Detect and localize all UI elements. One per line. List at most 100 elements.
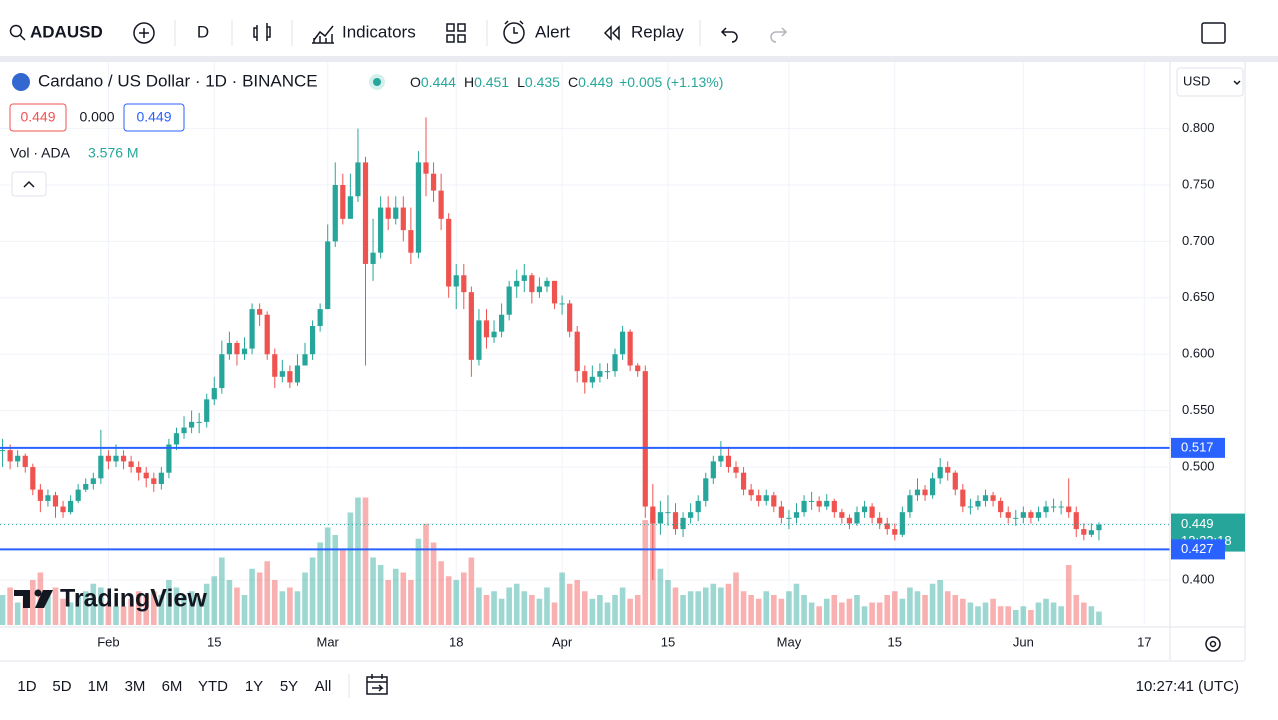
- settings-button[interactable]: [1205, 636, 1221, 652]
- candle-body: [272, 354, 278, 377]
- candle-body: [748, 489, 754, 496]
- volume-bar: [340, 550, 346, 625]
- replay-icon[interactable]: [603, 25, 620, 41]
- range-button[interactable]: 3M: [125, 678, 146, 695]
- candle-body: [1081, 529, 1087, 535]
- candle-body: [846, 517, 853, 524]
- candle-body: [733, 467, 739, 473]
- candle-body: [75, 489, 81, 501]
- candle-body: [188, 421, 195, 428]
- candle-body: [695, 500, 701, 513]
- currency-button[interactable]: [1176, 67, 1244, 97]
- volume-bar: [279, 591, 286, 625]
- candle-body: [113, 455, 119, 462]
- y-tick-label: 0.700: [1182, 233, 1215, 248]
- range-button[interactable]: 6M: [162, 678, 183, 695]
- sell-price[interactable]: 0.449: [20, 109, 55, 125]
- sell-button[interactable]: [9, 103, 67, 132]
- buy-button[interactable]: [123, 103, 185, 132]
- volume-bar: [922, 595, 928, 625]
- volume-bar: [1050, 602, 1057, 625]
- currency[interactable]: USD: [1183, 73, 1210, 88]
- volume-bar: [52, 587, 59, 625]
- candle-body: [975, 500, 981, 507]
- horizontal-line-badge: [1171, 437, 1225, 458]
- candle-body: [408, 230, 414, 253]
- candle-body: [914, 489, 921, 496]
- candle-body: [763, 495, 769, 501]
- range-button[interactable]: 5D: [52, 678, 71, 695]
- volume-bar: [536, 598, 543, 625]
- candle-body: [816, 500, 822, 507]
- candle-body: [219, 354, 225, 389]
- ohlc-value: 0.444: [421, 74, 456, 90]
- search-icon[interactable]: [9, 24, 23, 38]
- candle-body: [1058, 506, 1064, 508]
- range-button[interactable]: 5Y: [280, 678, 298, 695]
- volume-bar: [808, 602, 815, 625]
- range-button[interactable]: 1D: [17, 678, 36, 695]
- volume-bar: [975, 606, 981, 625]
- collapse-legend[interactable]: [11, 171, 47, 197]
- volume-bar: [876, 602, 883, 625]
- indicators-button[interactable]: Indicators: [342, 22, 416, 41]
- alert-button[interactable]: Alert: [535, 22, 570, 41]
- candle-body: [771, 495, 777, 507]
- volume-bar: [476, 587, 482, 625]
- candle-body: [287, 371, 293, 383]
- volume-bar: [264, 561, 271, 625]
- undo-button[interactable]: [720, 27, 738, 43]
- range-button[interactable]: All: [315, 678, 332, 695]
- candle-body: [922, 489, 928, 496]
- volume-title: Vol · ADA: [10, 145, 71, 161]
- candle-body: [680, 517, 686, 530]
- candle-body: [725, 455, 732, 468]
- replay-button[interactable]: Replay: [631, 22, 684, 41]
- alert-icon[interactable]: [503, 22, 525, 44]
- volume-bar: [347, 512, 354, 625]
- volume-bar: [22, 598, 29, 625]
- range-button[interactable]: 1M: [88, 678, 109, 695]
- volume-bar: [1012, 610, 1019, 625]
- compare-button[interactable]: [133, 22, 155, 44]
- volume-bar: [816, 606, 822, 625]
- candle-body: [1050, 506, 1057, 508]
- symbol[interactable]: ADAUSD: [30, 22, 103, 41]
- volume-bar: [90, 583, 97, 625]
- candle-body: [612, 354, 618, 372]
- volume-bar: [801, 595, 807, 625]
- candle-body: [521, 275, 527, 281]
- buy-price[interactable]: 0.449: [136, 109, 171, 125]
- ohlc-change: +0.005 (+1.13%): [619, 74, 723, 90]
- layouts-button[interactable]: [446, 23, 466, 43]
- toolbar-border: [0, 56, 1278, 62]
- volume-bar: [332, 535, 339, 625]
- volume-bar: [944, 591, 951, 625]
- interval-button[interactable]: D: [197, 22, 209, 41]
- indicators-icon[interactable]: [312, 25, 334, 44]
- candle-body: [960, 489, 966, 507]
- x-tick-label: 18: [449, 634, 463, 649]
- range-button[interactable]: YTD: [198, 678, 228, 695]
- redo-button[interactable]: [770, 27, 788, 43]
- candle-body: [332, 184, 338, 242]
- range-button[interactable]: 1Y: [245, 678, 263, 695]
- go-to-date[interactable]: [366, 674, 388, 695]
- volume-bar: [362, 497, 369, 625]
- chart-type-button[interactable]: [253, 23, 271, 41]
- clock[interactable]: 10:27:41 (UTC): [1136, 678, 1239, 695]
- volume-bar: [551, 602, 558, 625]
- candle-body: [430, 173, 437, 191]
- ohlc-values: O0.444 H0.451 L0.435 C0.449 +0.005 (+1.13%): [410, 74, 723, 90]
- candle-body: [83, 483, 89, 490]
- candle-body: [627, 331, 633, 366]
- volume-bar: [778, 598, 785, 625]
- x-tick-label: Jun: [1013, 634, 1034, 649]
- fullscreen-button[interactable]: [1201, 22, 1226, 44]
- candle-body: [1005, 512, 1011, 518]
- volume-bar: [453, 580, 460, 625]
- volume-bar: [990, 598, 996, 625]
- candle-body: [60, 506, 66, 513]
- volume-bar: [718, 587, 724, 625]
